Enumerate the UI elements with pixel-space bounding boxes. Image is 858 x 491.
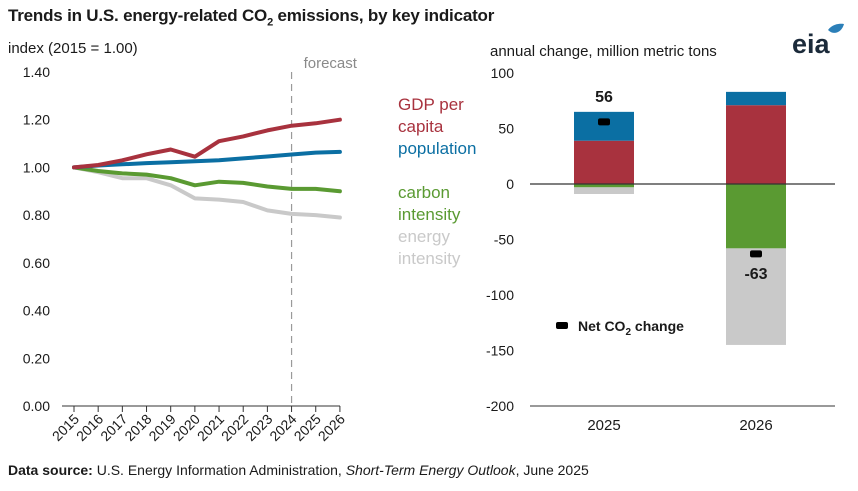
bar-segment-energy (574, 187, 634, 194)
eia-logo-text: eia (792, 29, 831, 58)
right-x-tick-label: 2026 (739, 417, 772, 434)
legend-label-gdp: capita (398, 117, 444, 136)
left-x-tick-label: 2026 (315, 411, 348, 444)
net-change-marker (750, 250, 762, 258)
right-y-tick-label: 0 (506, 176, 514, 192)
left-y-tick-label: 0.00 (23, 398, 50, 414)
legend-label-gdp: GDP per (398, 95, 464, 114)
net-change-value-label: 56 (595, 89, 613, 106)
bar-segment-population (726, 91, 786, 106)
legend-label-carbon: carbon (398, 183, 450, 202)
bar-segment-population (574, 111, 634, 141)
right-y-axis-label: annual change, million metric tons (490, 43, 717, 60)
bar-segment-carbon (574, 184, 634, 188)
series-line-carbon (72, 165, 342, 194)
net-legend-label: Net CO2 change (578, 318, 684, 338)
bar-segment-energy (726, 248, 786, 345)
right-x-tick-label: 2025 (587, 417, 620, 434)
net-change-value-label: -63 (744, 266, 767, 283)
series-line-energy (72, 165, 342, 220)
forecast-label: forecast (304, 55, 358, 72)
left-y-tick-label: 0.40 (23, 303, 50, 319)
chart-title: Trends in U.S. energy-related CO2 emissi… (8, 6, 495, 29)
left-y-tick-label: 0.20 (23, 350, 50, 366)
legend-label-carbon: intensity (398, 205, 461, 224)
left-y-tick-label: 0.80 (23, 207, 50, 223)
left-y-tick-label: 1.20 (23, 112, 50, 128)
net-legend-marker (556, 322, 568, 329)
legend-label-energy: intensity (398, 249, 461, 268)
left-y-tick-label: 0.60 (23, 255, 50, 271)
left-y-axis-label: index (2015 = 1.00) (8, 40, 138, 57)
bar-segment-gdp (574, 140, 634, 184)
right-y-tick-label: -200 (486, 398, 514, 414)
left-y-tick-label: 1.40 (23, 64, 50, 80)
series-line-gdp (72, 117, 342, 170)
right-y-tick-label: 100 (491, 65, 515, 81)
left-y-tick-label: 1.00 (23, 159, 50, 175)
eia-logo-leaf-icon (828, 23, 844, 33)
legend-label-energy: energy (398, 227, 450, 246)
right-y-tick-label: -100 (486, 287, 514, 303)
right-y-tick-label: -150 (486, 343, 514, 359)
legend-label-population: population (398, 139, 476, 158)
bar-segment-gdp (726, 105, 786, 184)
eia-logo: eia (792, 23, 844, 58)
right-y-tick-label: 50 (498, 121, 514, 137)
data-source: Data source: U.S. Energy Information Adm… (8, 462, 589, 478)
series-line-population (72, 149, 342, 170)
net-change-marker (598, 118, 610, 126)
bar-segment-carbon (726, 184, 786, 249)
right-y-tick-label: -50 (494, 232, 514, 248)
